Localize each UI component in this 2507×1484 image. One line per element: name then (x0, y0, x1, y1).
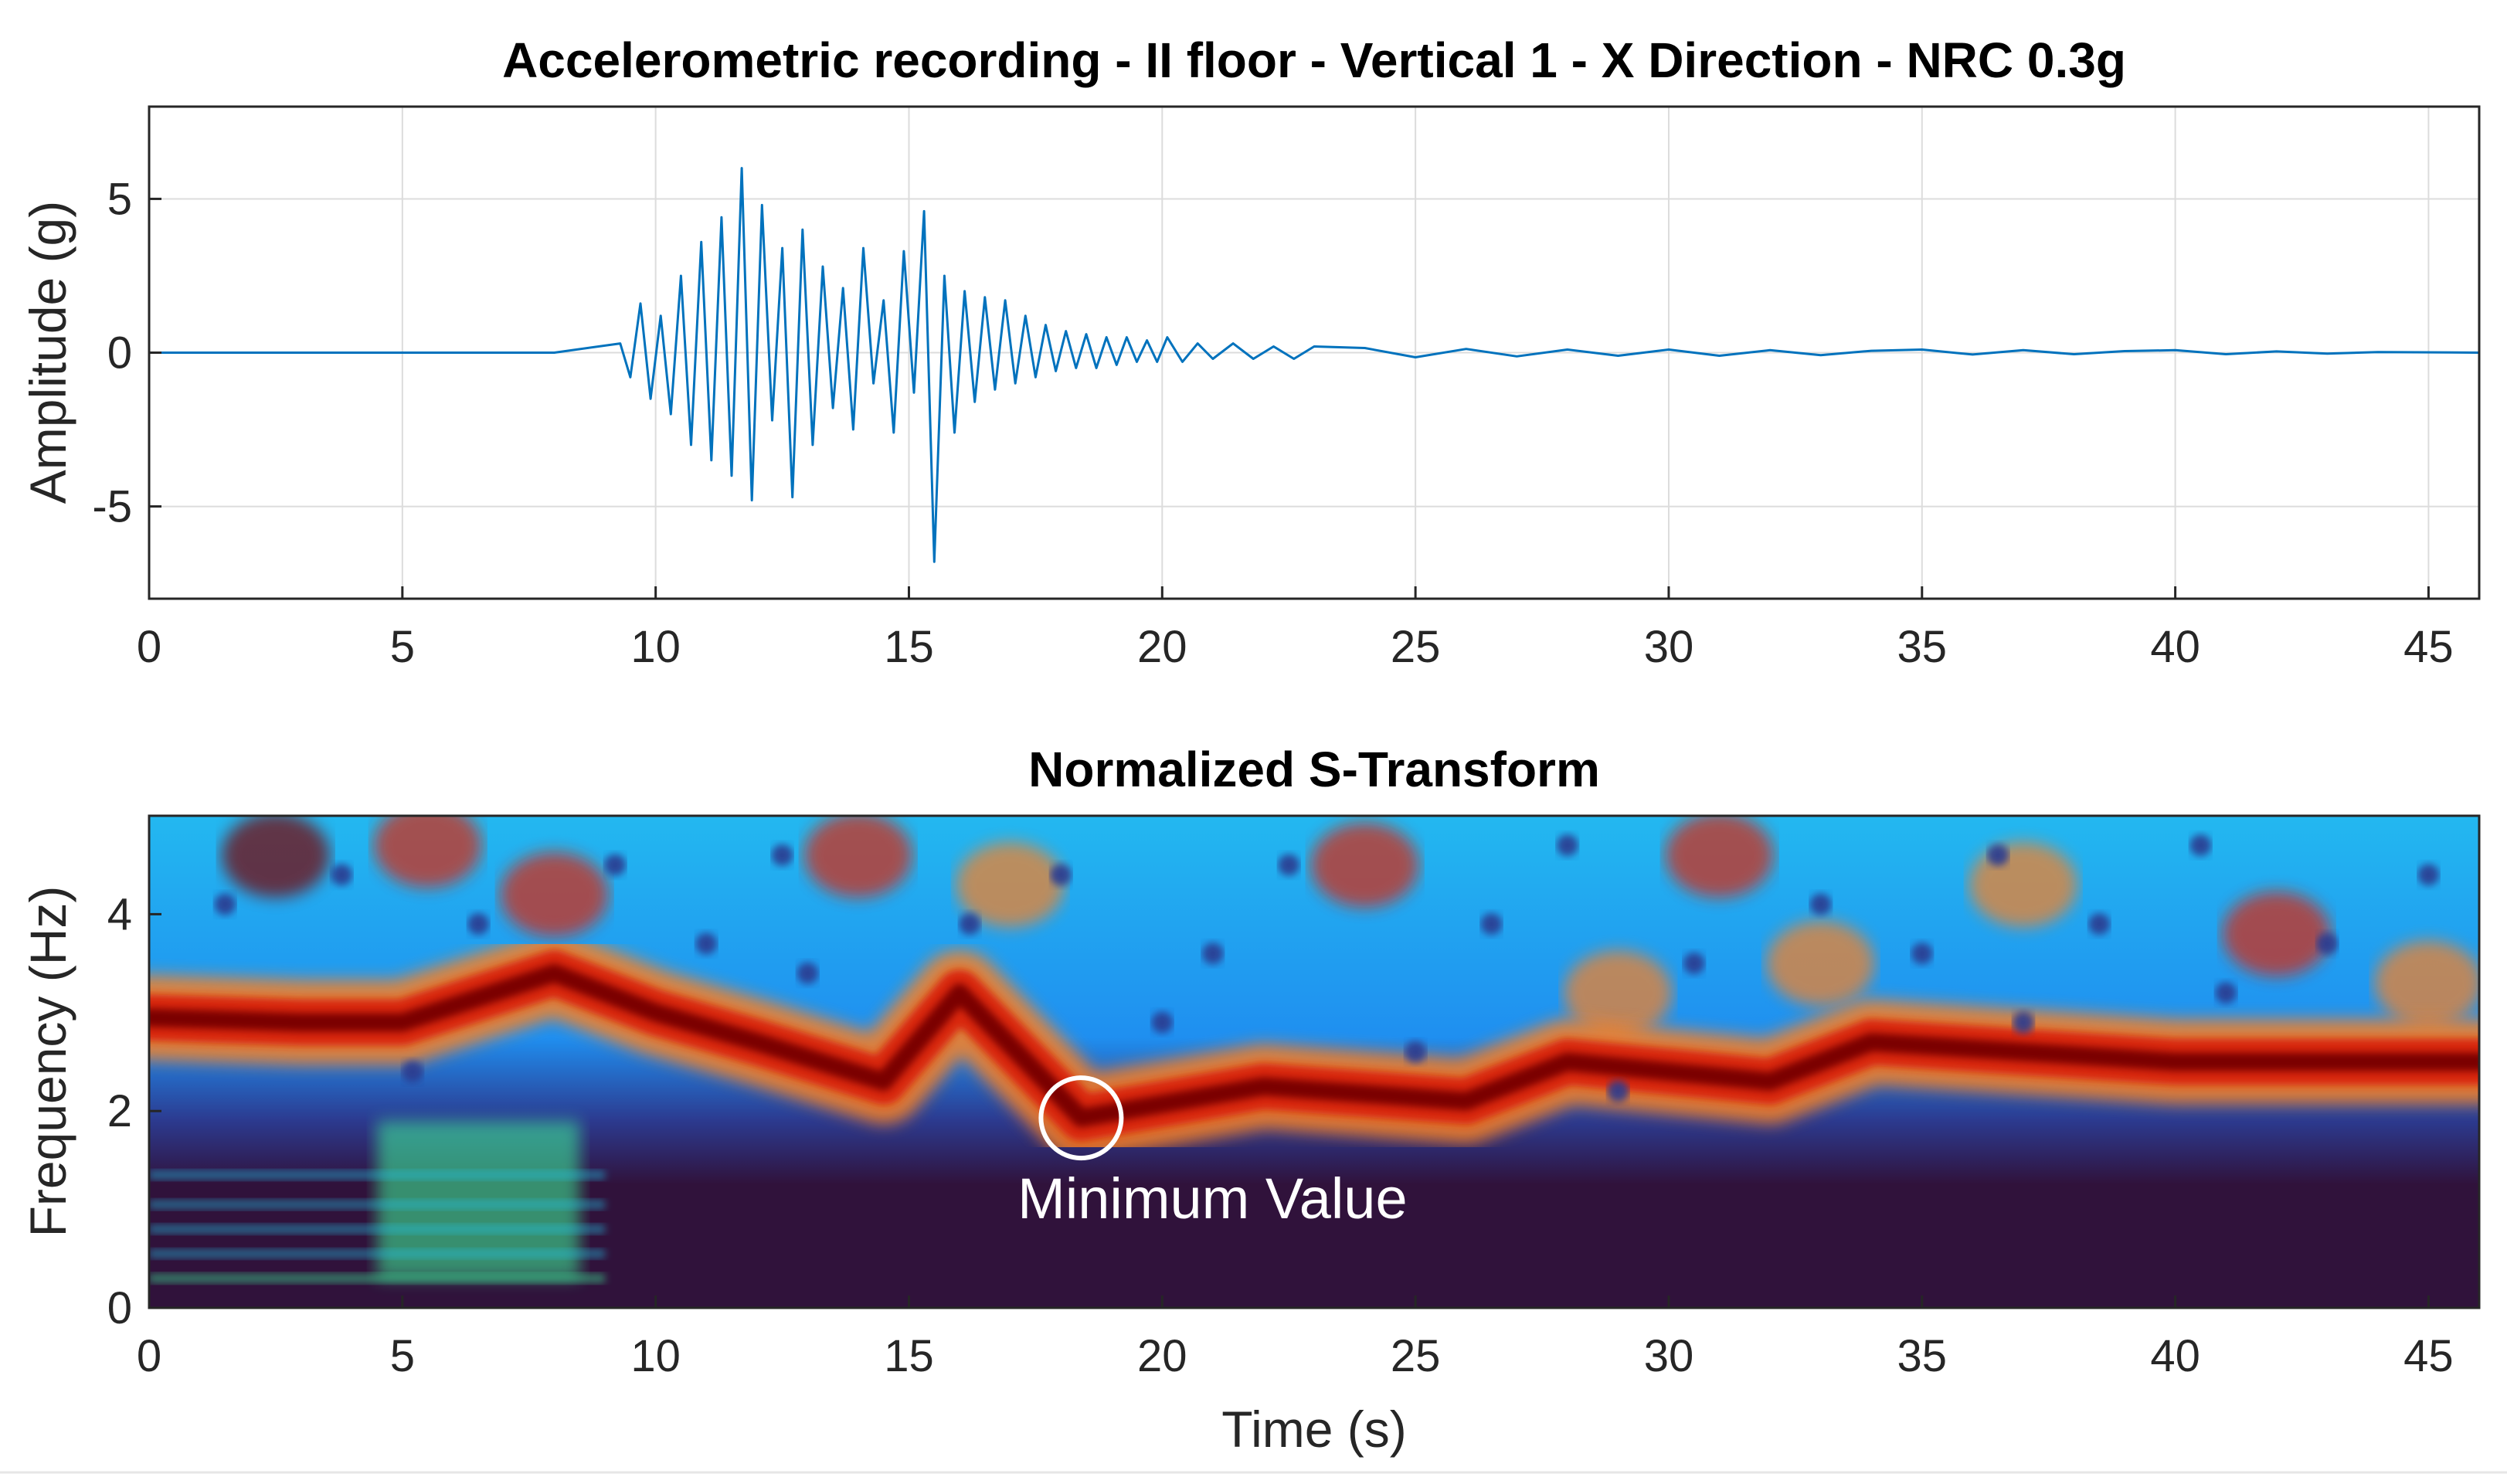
s-transform-xtick-label: 20 (1137, 1331, 1187, 1381)
spectrogram-minimum-dot (1405, 1041, 1427, 1063)
harmonic-stripe (149, 1170, 606, 1180)
energy-blob (500, 851, 609, 937)
energy-blob (1310, 822, 1419, 908)
amplitude-xtick-label: 25 (1391, 622, 1441, 672)
s-transform-xtick-label: 40 (2150, 1331, 2200, 1381)
energy-blob (1969, 842, 2077, 928)
s-transform-xtick-label: 35 (1897, 1331, 1948, 1381)
spectrogram-minimum-dot (214, 893, 236, 915)
spectrogram-minimum-dot (1607, 1080, 1629, 1102)
ridge-core (149, 963, 2479, 1128)
spectrogram-minimum-dot (331, 864, 353, 886)
spectrogram-minimum-dot (771, 844, 793, 866)
spectrogram-minimum-dot (2417, 864, 2440, 886)
energy-blob (373, 816, 482, 888)
amplitude-xtick-label: 45 (2403, 622, 2454, 672)
spectrogram-minimum-dot (1683, 953, 1705, 975)
spectrogram-minimum-dot (2189, 834, 2212, 857)
amplitude-xtick-label: 20 (1137, 622, 1187, 672)
s-transform-xtick-label: 15 (884, 1331, 934, 1381)
s-transform-ytick-label: 2 (107, 1086, 132, 1136)
s-transform-xtick-label: 30 (1644, 1331, 1694, 1381)
spectrogram-minimum-dot (1556, 834, 1578, 857)
s-transform-xtick-label: 10 (630, 1331, 681, 1381)
amplitude-xtick-label: 35 (1897, 622, 1948, 672)
amplitude-chart-title: Accelerometric recording - II floor - Ve… (502, 32, 2126, 88)
s-transform-xtick-label: 0 (137, 1331, 161, 1381)
energy-blob (2374, 940, 2479, 1026)
s-transform-xtick-label: 45 (2403, 1331, 2454, 1381)
energy-blob (2222, 891, 2331, 976)
amplitude-xtick-label: 40 (2150, 622, 2200, 672)
spectrogram-minimum-dot (2215, 982, 2237, 1004)
amplitude-xtick-label: 30 (1644, 622, 1694, 672)
spectrogram-minimum-dot (1050, 864, 1072, 886)
energy-blob (1665, 816, 1774, 898)
minimum-value-label: Minimum Value (1017, 1166, 1407, 1231)
s-transform-ytick-label: 0 (107, 1283, 132, 1333)
energy-blob (956, 842, 1065, 928)
s-transform-xtick-label: 5 (390, 1331, 415, 1381)
spectrogram-minimum-dot (1201, 942, 1224, 965)
spectrogram-minimum-dot (1911, 942, 1933, 965)
amplitude-xtick-label: 10 (630, 622, 681, 672)
s-transform-ylabel: Frequency (Hz) (19, 886, 76, 1238)
harmonic-stripe (149, 1248, 606, 1258)
acceleration-series-line (149, 167, 2479, 563)
amplitude-ytick-label: 0 (107, 328, 132, 379)
amplitude-xtick-label: 0 (137, 622, 161, 672)
spectrogram-minimum-dot (1987, 844, 2009, 866)
s-transform-title: Normalized S-Transform (1028, 742, 1600, 797)
harmonic-stripe (149, 1200, 606, 1210)
spectrogram-minimum-dot (695, 932, 718, 955)
s-transform-chart: Normalized S-Transform Minimum Value 0 5 1… (19, 742, 2481, 1458)
spectrogram-minimum-dot (604, 854, 627, 876)
spectrogram-minimum-dot (1480, 913, 1503, 936)
spectrogram-minimum-dot (2316, 932, 2339, 955)
spectrogram-layers (149, 816, 2479, 1283)
harmonic-stripe (149, 1273, 606, 1283)
s-transform-ytick-label: 4 (107, 889, 132, 939)
energy-blob (221, 816, 330, 898)
spectrogram-minimum-dot (467, 913, 490, 936)
energy-blob (803, 816, 912, 898)
spectrogram-image (149, 816, 2479, 1308)
harmonic-stripe (149, 1224, 606, 1234)
amplitude-ylabel: Amplitude (g) (19, 201, 76, 504)
amplitude-ytick-label: -5 (92, 482, 132, 532)
spectrogram-minimum-dot (1809, 893, 1832, 915)
spectrogram-minimum-dot (2088, 913, 2111, 936)
s-transform-axes-box (148, 814, 2481, 1309)
spectrogram-minima (214, 834, 2440, 1102)
s-transform-xlabel: Time (s) (1221, 1401, 1407, 1458)
minimum-value-marker (1038, 1075, 1124, 1161)
spectrogram-minimum-dot (401, 1061, 423, 1083)
amplitude-chart: Accelerometric recording - II floor - Ve… (19, 32, 2481, 672)
amplitude-ytick-label: 5 (107, 174, 132, 224)
spectrogram-minimum-dot (1278, 854, 1300, 876)
amplitude-xtick-label: 5 (390, 622, 415, 672)
spectrogram-minimum-dot (1151, 1011, 1174, 1034)
energy-blob (1766, 921, 1875, 1007)
spectrogram-minimum-dot (2012, 1011, 2034, 1034)
energy-blob (1564, 950, 1673, 1036)
spectrogram-minimum-dot (797, 962, 819, 984)
amplitude-xtick-label: 15 (884, 622, 934, 672)
spectrogram-minimum-dot (959, 913, 981, 936)
s-transform-xtick-label: 25 (1391, 1331, 1441, 1381)
